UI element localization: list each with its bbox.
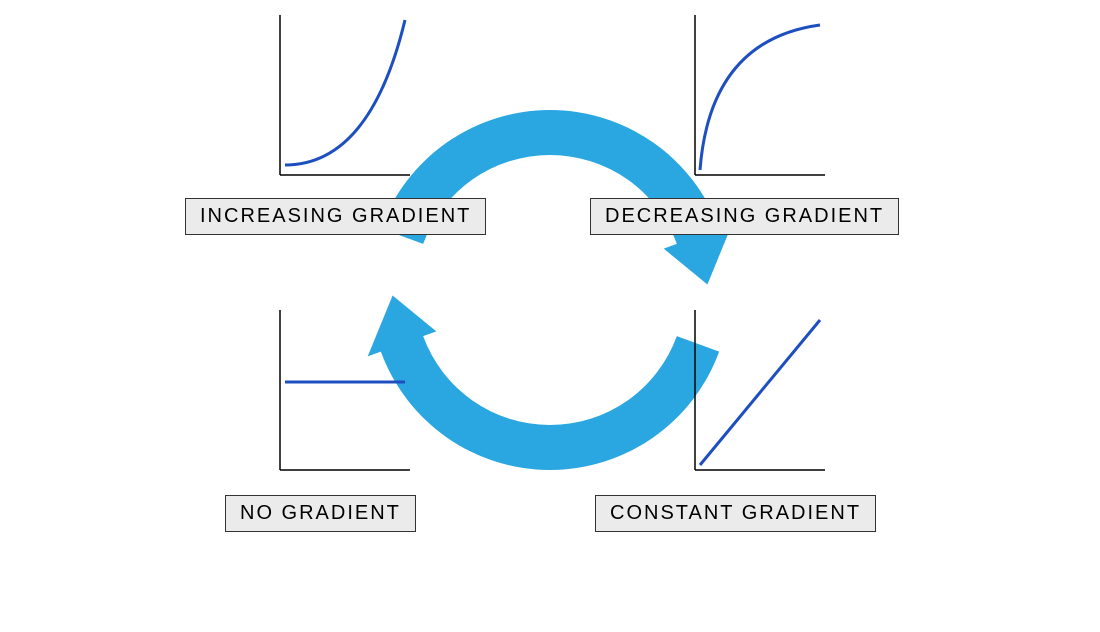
quadrant-constant-gradient: [695, 310, 825, 470]
label-decreasing-gradient: DECREASING GRADIENT: [590, 198, 899, 235]
cycle-arrows: [368, 110, 733, 470]
label-no-gradient: NO GRADIENT: [225, 495, 416, 532]
gradient-types-diagram: INCREASING GRADIENT DECREASING GRADIENT …: [0, 0, 1100, 632]
diagram-svg: [0, 0, 1100, 632]
label-constant-gradient: CONSTANT GRADIENT: [595, 495, 876, 532]
label-increasing-gradient: INCREASING GRADIENT: [185, 198, 486, 235]
quadrant-increasing-gradient: [280, 15, 410, 175]
quadrant-decreasing-gradient: [695, 15, 825, 175]
